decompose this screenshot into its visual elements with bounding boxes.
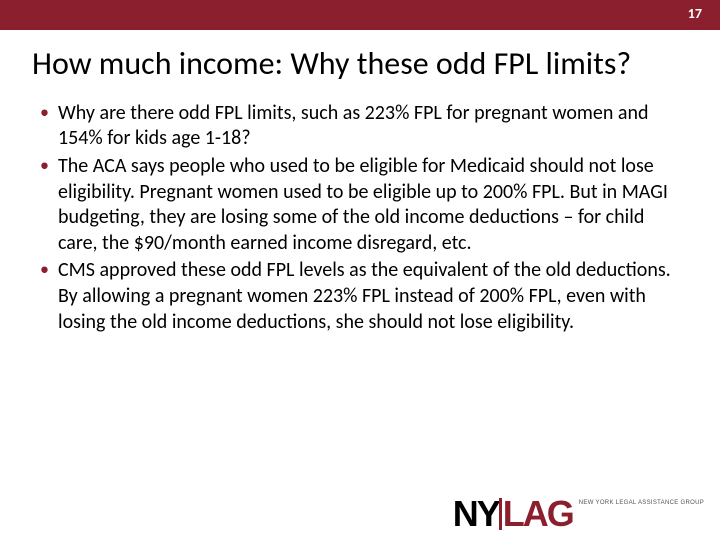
bullet-list: Why are there odd FPL limits, such as 22… bbox=[0, 101, 720, 335]
bullet-item: Why are there odd FPL limits, such as 22… bbox=[40, 101, 688, 152]
logo-subtitle-line: NEW YORK LEGAL ASSISTANCE GROUP bbox=[579, 500, 704, 507]
logo-mark: NY LAG bbox=[453, 498, 573, 530]
nylag-logo: NY LAG NEW YORK LEGAL ASSISTANCE GROUP bbox=[453, 498, 704, 530]
logo-subtitle: NEW YORK LEGAL ASSISTANCE GROUP bbox=[579, 498, 704, 507]
slide-title: How much income: Why these odd FPL limit… bbox=[0, 30, 720, 101]
bullet-item: The ACA says people who used to be eligi… bbox=[40, 154, 688, 256]
header-bar: 17 bbox=[0, 0, 720, 30]
page-number: 17 bbox=[688, 5, 702, 22]
logo-ny-text: NY bbox=[453, 498, 499, 530]
logo-divider-bar bbox=[499, 498, 502, 530]
bullet-item: CMS approved these odd FPL levels as the… bbox=[40, 258, 688, 335]
logo-lag-text: LAG bbox=[503, 498, 573, 530]
